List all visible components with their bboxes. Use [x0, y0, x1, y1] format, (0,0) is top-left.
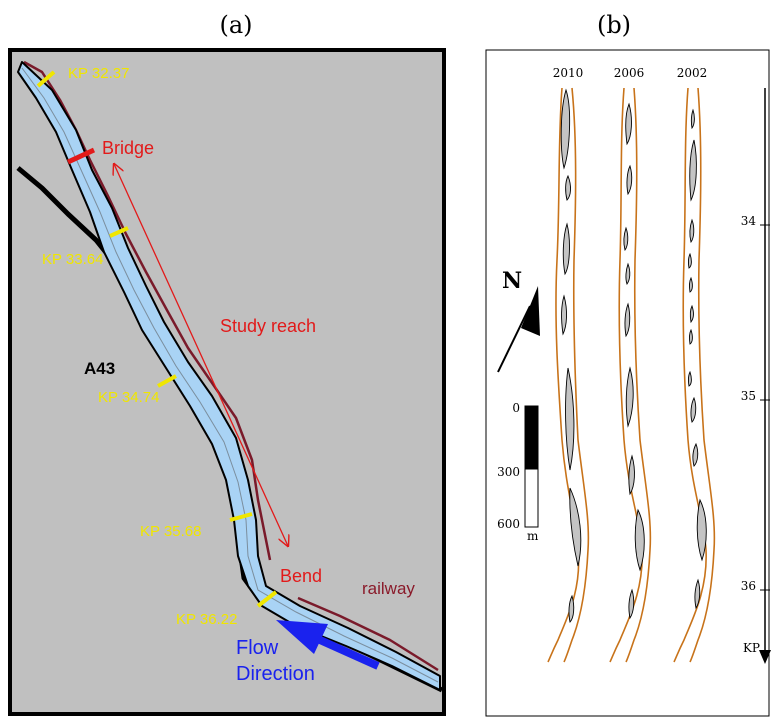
channel-2010	[547, 87, 590, 663]
flow-arrow-head	[276, 620, 328, 654]
kp-marker	[36, 70, 56, 88]
kp-axis-tick-label: 35	[741, 389, 756, 403]
railway-label: railway	[362, 579, 415, 598]
kp-label: KP 32.37	[68, 65, 129, 82]
kp-axis-tick-label: 34	[741, 214, 757, 228]
scale-unit: m	[527, 529, 539, 543]
kp-axis-label: KP	[743, 641, 760, 655]
bridge-label: Bridge	[102, 138, 154, 158]
bend-label: Bend	[280, 566, 322, 586]
road-label: A43	[84, 359, 115, 378]
channel-2006	[609, 87, 652, 663]
flow-label-line2: Direction	[236, 663, 315, 685]
study-reach-arrow	[114, 164, 288, 546]
flow-label-line1: Flow	[236, 637, 279, 659]
year-label: 2002	[677, 66, 708, 80]
kp-marker	[256, 590, 278, 608]
year-label: 2010	[553, 66, 584, 80]
kp-label: KP 34.74	[98, 389, 159, 406]
scale-bar	[524, 405, 539, 528]
scale-tick-label: 300	[497, 465, 520, 479]
year-label: 2006	[614, 66, 645, 80]
study-reach-label: Study reach	[220, 316, 316, 336]
north-label: N	[502, 268, 522, 294]
panel-b-title: (b)	[597, 11, 631, 39]
flow-arrow-shaft	[318, 636, 380, 670]
scale-tick-label: 600	[497, 517, 520, 531]
kp-axis	[759, 88, 771, 664]
panel-a-title: (a)	[219, 11, 252, 39]
kp-label: KP 36.22	[176, 611, 237, 628]
kp-axis-tick-label: 36	[741, 579, 756, 593]
kp-label: KP 33.64	[42, 251, 103, 268]
scale-tick-label: 0	[512, 401, 520, 415]
north-arrow	[497, 286, 540, 373]
channel-2002	[673, 87, 716, 663]
bridge-marker	[66, 147, 96, 165]
kp-label: KP 35.68	[140, 523, 201, 540]
panel-a-map	[8, 48, 446, 716]
